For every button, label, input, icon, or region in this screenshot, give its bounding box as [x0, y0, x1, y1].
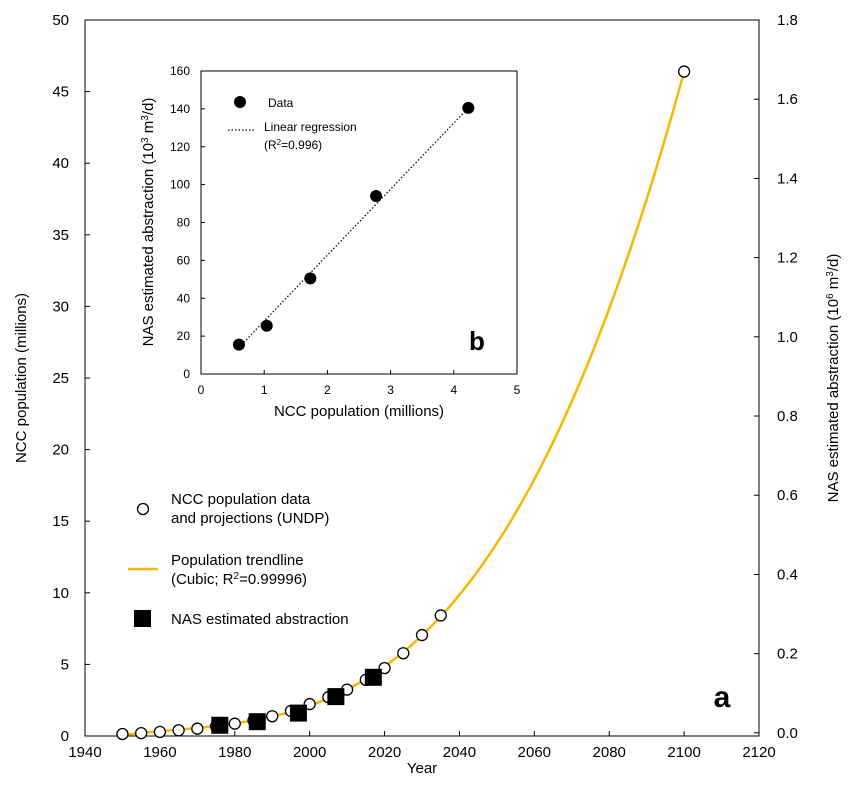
inset-x-tick-label: 2: [324, 383, 331, 397]
legend-marker-population: [136, 502, 150, 516]
nas-abstraction-point: [289, 704, 307, 722]
legend-marker-nas: [134, 610, 151, 627]
x-tick-label: 2080: [593, 744, 626, 761]
inset-x-tick-label: 0: [198, 383, 205, 397]
x-tick-label: 2120: [742, 744, 775, 761]
inset-legend-label-regression: Linear regression: [264, 120, 357, 134]
inset-x-axis-title: NCC population (millions): [274, 403, 444, 420]
y-tick-label-left: 50: [52, 12, 69, 29]
x-axis-title: Year: [407, 760, 437, 777]
inset-data-point: [232, 338, 245, 351]
inset-x-tick-label: 1: [261, 383, 268, 397]
y-tick-label-right: 0.0: [777, 725, 798, 742]
nas-abstraction-point: [364, 668, 382, 686]
inset-x-tick-label: 4: [450, 383, 457, 397]
inset-y-tick-label: 140: [170, 102, 190, 116]
inset-legend-marker-data: [234, 96, 246, 108]
x-tick-label: 2040: [443, 744, 476, 761]
main-series: [116, 65, 691, 741]
y-tick-label-right: 1.6: [777, 91, 798, 108]
inset-y-tick-label: 100: [170, 178, 190, 192]
inset-x-tick-label: 3: [387, 383, 394, 397]
x-tick-label: 1960: [143, 744, 176, 761]
inset-legend-label-regression-2: (R2=0.996): [264, 138, 322, 152]
y-tick-label-right: 0.2: [777, 646, 798, 663]
inset-axes: 0 1 2 3 4 5 0 20 40 60 80 100 120 140 160: [170, 64, 521, 397]
inset-x-tick-label: 5: [514, 383, 521, 397]
inset-y-tick-label: 0: [183, 367, 190, 381]
inset-y-axis-title: NAS estimated abstraction (103 m3/d): [140, 98, 157, 347]
y-tick-label-left: 20: [52, 442, 69, 459]
population-point: [153, 725, 167, 738]
y-tick-label-left: 10: [52, 585, 69, 602]
population-point: [677, 65, 691, 78]
y-tick-label-right: 1.2: [777, 250, 798, 267]
y-tick-label-left: 45: [52, 84, 69, 101]
y-tick-label-left: 40: [52, 155, 69, 172]
population-point: [191, 722, 204, 735]
y-tick-label-right: 0.8: [777, 408, 798, 425]
inset-y-tick-label: 20: [177, 329, 191, 343]
x-tick-label: 2100: [667, 744, 700, 761]
population-point: [116, 727, 129, 741]
y-tick-label-left: 30: [52, 298, 69, 315]
legend-label-nas: NAS estimated abstraction: [171, 611, 349, 628]
x-tick-label: 2020: [368, 744, 401, 761]
nas-abstraction-point: [327, 688, 345, 706]
inset-data-point: [462, 101, 475, 114]
inset-plot-frame: [200, 70, 518, 375]
inset-series: [232, 101, 475, 351]
legend-label-population: NCC population data: [171, 491, 311, 508]
population-point: [415, 628, 429, 642]
inset-data-point: [260, 319, 273, 332]
inset-data-point: [304, 272, 317, 285]
population-point: [228, 717, 241, 730]
legend-label-population-2: and projections (UNDP): [171, 510, 329, 527]
x-tick-label: 1980: [218, 744, 251, 761]
y-tick-label-left: 5: [61, 656, 69, 673]
x-tick-label: 2000: [293, 744, 326, 761]
legend-label-trendline: Population trendline: [171, 552, 304, 569]
inset-y-tick-label: 80: [177, 216, 191, 230]
panel-label-b: b: [469, 326, 485, 356]
population-point: [135, 726, 148, 740]
y-tick-label-left: 15: [52, 513, 69, 530]
y-tick-label-right: 1.8: [777, 12, 798, 29]
legend-label-trendline-2: (Cubic; R2=0.99996): [171, 571, 307, 588]
x-tick-label: 1940: [68, 744, 101, 761]
inset-y-tick-label: 120: [170, 140, 190, 154]
y-tick-label-right: 1.4: [777, 170, 798, 187]
inset-regression-line: [238, 107, 469, 348]
y-tick-label-right: 1.0: [777, 329, 798, 346]
y-tick-label-right: 0.4: [777, 566, 798, 583]
main-axes: 1940 1960 1980 2000 2020 2040 2060 2080 2100 2120…: [52, 12, 798, 761]
y-tick-label-left: 35: [52, 227, 69, 244]
inset-y-tick-label: 60: [177, 253, 191, 267]
x-tick-label: 2060: [518, 744, 551, 761]
y-tick-label-right: 0.6: [777, 487, 798, 504]
y-axis-title-left: NCC population (millions): [13, 293, 30, 463]
population-point: [434, 609, 447, 622]
nas-abstraction-point: [211, 716, 229, 734]
population-point: [266, 710, 279, 723]
y-tick-label-left: 0: [61, 728, 69, 745]
inset-data-point: [370, 189, 383, 202]
y-tick-label-left: 25: [52, 370, 69, 387]
inset-y-tick-label: 40: [177, 291, 191, 305]
inset-legend-label-data: Data: [268, 96, 294, 110]
panel-label-a: a: [714, 681, 731, 714]
population-point: [397, 647, 410, 660]
main-legend: NCC population data and projections (UND…: [128, 491, 349, 628]
population-point: [172, 724, 185, 737]
nas-abstraction-point: [248, 713, 266, 731]
y-axis-title-right: NAS estimated abstraction (106 m3/d): [825, 254, 842, 503]
inset-legend: Data Linear regression (R2=0.996): [228, 96, 357, 152]
inset-y-tick-label: 160: [170, 64, 190, 78]
